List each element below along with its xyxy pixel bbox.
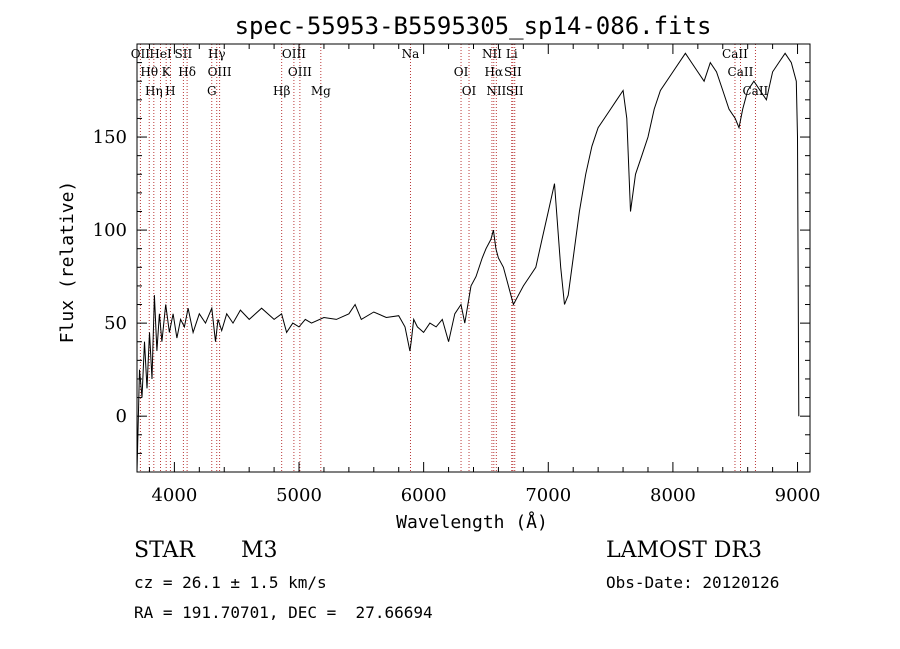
line-label-1: Hθ xyxy=(140,65,158,79)
emission-line-labels: OII Hθ Hη HeI KH SII Hδ G Hγ OIII Hβ OIII OIII Mg Na OI… xyxy=(131,47,769,98)
line-label-0: OII xyxy=(131,47,151,61)
x-tick-label-2: 6000 xyxy=(401,485,447,506)
redshift-cz: cz = 26.1 ± 1.5 km/s xyxy=(134,573,327,592)
line-label-21: Li xyxy=(506,47,518,61)
ra-dec-coordinates: RA = 191.70701, DEC = 27.66694 xyxy=(134,603,433,622)
line-label-26: CaII xyxy=(742,84,768,98)
line-label-18: NII xyxy=(482,47,502,61)
y-tick-label-0: 0 xyxy=(116,406,127,427)
x-tick-label-5: 9000 xyxy=(775,485,821,506)
x-tick-label-1: 5000 xyxy=(276,485,322,506)
y-axis: 0 50 100 150 xyxy=(93,62,810,454)
line-label-13: OIII xyxy=(288,65,312,79)
line-label-6: SII xyxy=(175,47,193,61)
x-axis: 4000 5000 6000 7000 8000 9000 xyxy=(148,44,821,506)
line-label-5: H xyxy=(165,84,175,98)
chart-title: spec-55953-B5595305_sp14-086.fits xyxy=(235,12,712,40)
line-label-25: CaII xyxy=(728,65,754,79)
line-label-16: OI xyxy=(454,65,469,79)
line-label-22: SII xyxy=(504,65,522,79)
observation-date: Obs-Date: 20120126 xyxy=(606,573,780,592)
line-label-4: K xyxy=(162,65,172,79)
x-tick-label-3: 7000 xyxy=(525,485,571,506)
y-tick-label-3: 150 xyxy=(93,127,127,148)
line-label-15: Na xyxy=(402,47,420,61)
line-label-11: Hβ xyxy=(273,84,290,98)
line-label-2: Hη xyxy=(145,84,163,98)
line-label-7: Hδ xyxy=(178,65,196,79)
plot-frame xyxy=(136,43,811,473)
x-tick-label-4: 8000 xyxy=(650,485,696,506)
x-axis-label: Wavelength (Å) xyxy=(396,511,548,533)
y-tick-label-2: 100 xyxy=(93,220,127,241)
line-label-9: Hγ xyxy=(208,47,226,61)
line-label-3: HeI xyxy=(149,47,172,61)
spectrum-line xyxy=(136,52,800,473)
line-label-14: Mg xyxy=(311,84,331,98)
line-label-20: NII xyxy=(486,84,506,98)
line-label-19: Hα xyxy=(485,65,504,79)
line-label-12: OIII xyxy=(282,47,306,61)
x-tick-label-0: 4000 xyxy=(151,485,197,506)
object-class: STAR xyxy=(134,538,195,563)
line-label-17: OI xyxy=(462,84,477,98)
y-axis-label: Flux (relative) xyxy=(57,181,78,344)
survey-name: LAMOST DR3 xyxy=(606,538,762,563)
object-subclass: M3 xyxy=(241,538,278,563)
line-label-10: OIII xyxy=(208,65,232,79)
y-tick-label-1: 50 xyxy=(104,313,127,334)
emission-line-markers xyxy=(139,44,756,472)
line-label-8: G xyxy=(207,84,217,98)
line-label-23: SII xyxy=(506,84,524,98)
line-label-24: CaII xyxy=(722,47,748,61)
